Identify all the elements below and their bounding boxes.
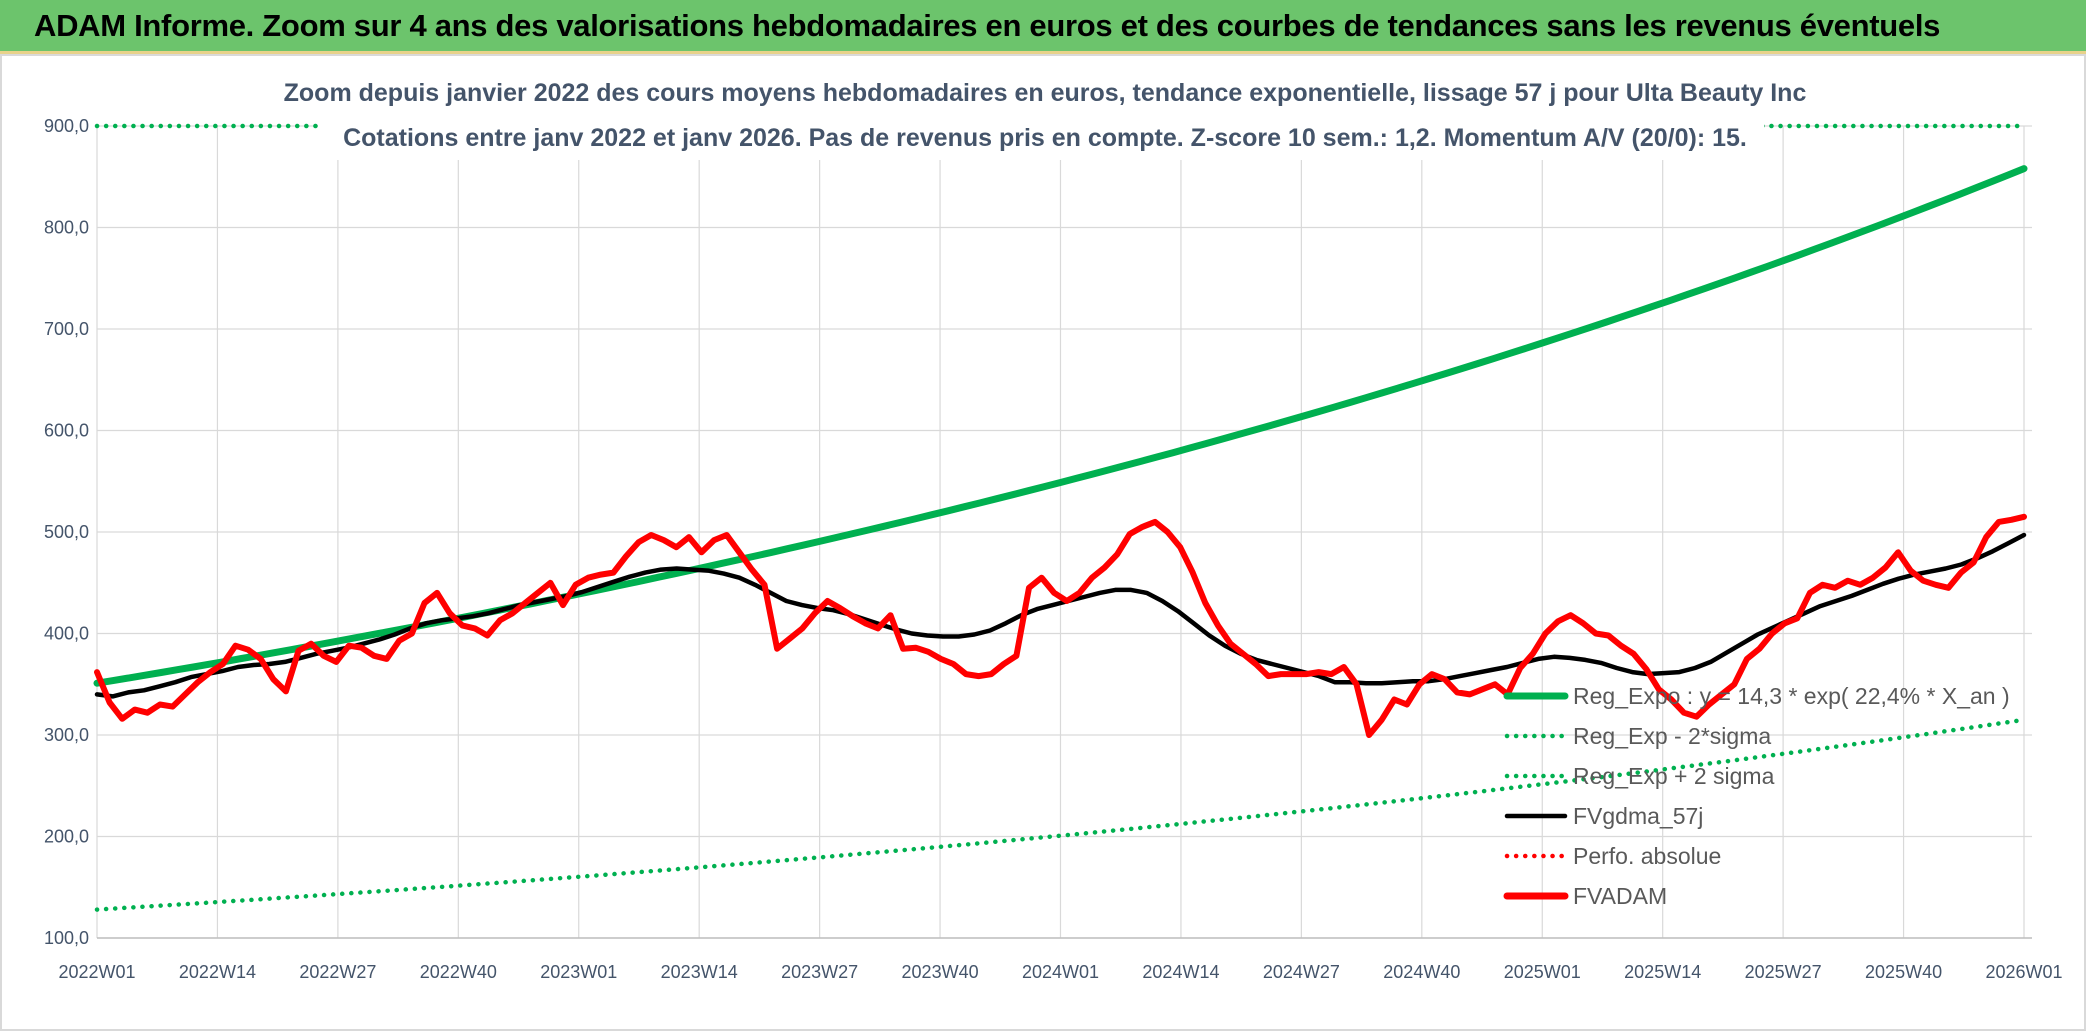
legend-label-1: Reg_Expo : y = 14,3 * exp( 22,4% * X_an … [1573, 683, 2010, 709]
title-backdrop [318, 60, 1764, 160]
y-tick-label: 600,0 [44, 421, 89, 441]
x-axis-ticks: 2022W01 2022W14 2022W27 2022W40 2023W01 2023W… [58, 962, 2062, 982]
x-tick-label: 2022W40 [420, 962, 497, 982]
x-tick-label: 2025W40 [1865, 962, 1942, 982]
x-tick-label: 2022W27 [299, 962, 376, 982]
gridlines [96, 125, 2032, 939]
x-tick-label: 2024W14 [1142, 962, 1219, 982]
x-tick-label: 2023W27 [781, 962, 858, 982]
x-tick-label: 2023W14 [661, 962, 738, 982]
y-tick-label: 700,0 [44, 319, 89, 339]
y-tick-label: 100,0 [44, 928, 89, 948]
line-chart: 100,0 200,0 300,0 400,0 500,0 600,0 700,0 800,0… [44, 60, 2063, 982]
x-tick-label: 2024W27 [1263, 962, 1340, 982]
y-tick-label: 800,0 [44, 218, 89, 238]
legend-label-4: FVgdma_57j [1573, 803, 1703, 829]
x-tick-label: 2026W01 [1985, 962, 2062, 982]
series-line-2 [94, 717, 2027, 912]
chart-title-line2: Cotations entre janv 2022 et janv 2026. … [343, 124, 1747, 152]
x-tick-label: 2025W01 [1504, 962, 1581, 982]
legend-label-6: FVADAM [1573, 883, 1667, 909]
x-tick-label: 2023W01 [540, 962, 617, 982]
legend: Reg_Expo : y = 14,3 * exp( 22,4% * X_an … [1503, 683, 2010, 909]
x-tick-label: 2024W40 [1383, 962, 1460, 982]
report-header: ADAM Informe. Zoom sur 4 ans des valoris… [0, 0, 2086, 54]
y-axis-ticks: 100,0 200,0 300,0 400,0 500,0 600,0 700,0 800,0… [44, 116, 89, 948]
chart-title-line1: Zoom depuis janvier 2022 des cours moyen… [284, 79, 1807, 107]
x-tick-label: 2023W40 [902, 962, 979, 982]
report-title: ADAM Informe. Zoom sur 4 ans des valoris… [34, 8, 1941, 43]
y-tick-label: 400,0 [44, 624, 89, 644]
legend-label-2: Reg_Exp - 2*sigma [1573, 723, 1771, 749]
y-tick-label: 200,0 [44, 827, 89, 847]
legend-label-5: Perfo. absolue [1573, 843, 1721, 869]
series-line-6 [94, 513, 2027, 738]
x-tick-label: 2024W01 [1022, 962, 1099, 982]
y-tick-label: 500,0 [44, 522, 89, 542]
x-tick-label: 2025W27 [1745, 962, 1822, 982]
x-tick-label: 2022W01 [58, 962, 135, 982]
y-tick-label: 300,0 [44, 725, 89, 745]
chart-frame: 100,0 200,0 300,0 400,0 500,0 600,0 700,0 800,0… [0, 54, 2086, 1031]
y-tick-label: 900,0 [44, 116, 89, 136]
x-tick-label: 2025W14 [1624, 962, 1701, 982]
legend-label-3: Reg_Exp + 2 sigma [1573, 763, 1775, 789]
x-tick-label: 2022W14 [179, 962, 256, 982]
